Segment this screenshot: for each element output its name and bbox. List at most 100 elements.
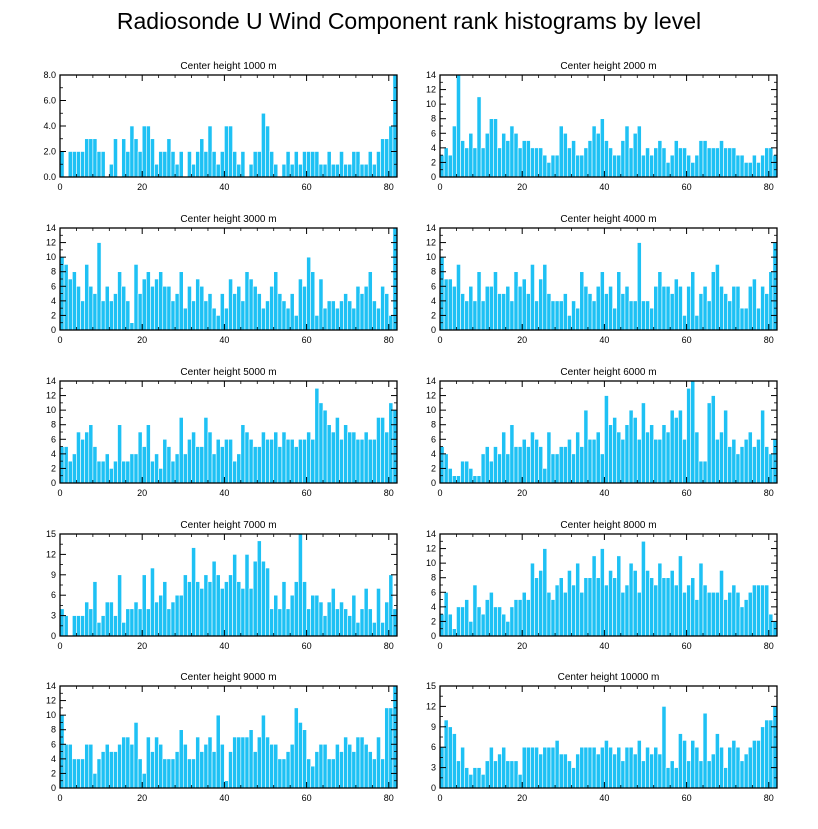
- y-tick-label: 2: [431, 463, 436, 473]
- histogram-bar: [330, 431, 336, 484]
- histogram-bar: [166, 446, 172, 484]
- histogram-bar: [318, 278, 324, 331]
- histogram-bar: [649, 753, 655, 789]
- y-tick-label: 0: [51, 478, 56, 488]
- histogram-bar: [146, 736, 151, 789]
- histogram-panel: Center height 8000 m 0 20 40 60 80 0 2 4 6 8 10 12 14: [426, 520, 778, 651]
- histogram-bar: [104, 743, 110, 789]
- histogram-bar: [599, 271, 605, 331]
- y-tick-label: 14: [46, 681, 56, 691]
- histogram-bar: [743, 753, 749, 789]
- histogram-bar: [698, 760, 704, 789]
- y-tick-label: 6: [431, 434, 436, 444]
- y-tick-label: 2: [431, 310, 436, 320]
- histogram-bar: [199, 751, 205, 789]
- histogram-bar: [665, 162, 671, 178]
- histogram-bar: [72, 758, 77, 789]
- histogram-bar: [367, 271, 373, 331]
- y-tick-label: 8: [51, 267, 56, 277]
- histogram-bar: [88, 743, 94, 789]
- histogram-bar: [480, 613, 486, 637]
- histogram-bar: [281, 758, 287, 789]
- histogram-bar: [335, 417, 340, 484]
- histogram-bar: [141, 574, 147, 637]
- histogram-bar: [298, 278, 303, 331]
- y-tick-label: 10: [46, 710, 56, 720]
- histogram-bar: [240, 736, 246, 789]
- histogram-bar: [137, 293, 143, 331]
- histogram-bar: [612, 307, 618, 331]
- x-tick-label: 60: [682, 182, 692, 192]
- histogram-bar: [293, 707, 299, 789]
- histogram-bar: [343, 736, 348, 789]
- histogram-bar: [273, 594, 279, 637]
- x-tick-label: 20: [517, 641, 527, 651]
- y-tick-label: 4: [431, 143, 436, 153]
- histogram-bar: [583, 147, 589, 178]
- histogram-bar: [628, 562, 634, 637]
- y-tick-label: 4: [431, 449, 436, 459]
- histogram-bar: [166, 608, 172, 637]
- histogram-bar: [322, 163, 328, 178]
- histogram-bar: [289, 594, 295, 637]
- histogram-bar: [240, 588, 246, 637]
- histogram-bar: [612, 154, 618, 178]
- histogram-bar: [764, 293, 770, 331]
- histogram-bar: [125, 460, 131, 484]
- histogram-bar: [489, 118, 494, 178]
- histogram-bar: [203, 300, 209, 331]
- histogram-bar: [756, 162, 761, 178]
- histogram-bar: [665, 767, 671, 789]
- histogram-bar: [460, 746, 465, 789]
- y-tick-label: 3: [431, 763, 436, 773]
- y-tick-label: 10: [426, 558, 436, 568]
- histogram-bar: [743, 599, 749, 637]
- histogram-bar: [571, 300, 576, 331]
- histogram-bar: [228, 574, 233, 637]
- histogram-bar: [489, 460, 494, 484]
- histogram-bar: [314, 387, 320, 484]
- y-tick-label: 4: [51, 754, 56, 764]
- histogram-bar: [678, 733, 683, 789]
- histogram-bar: [665, 431, 671, 484]
- histogram-panel: Center height 4000 m 0 20 40 60 80 0 2 4 6 8 10 12 14: [426, 214, 778, 345]
- panel-title: Center height 10000 m: [558, 672, 660, 683]
- y-tick-label: 12: [426, 701, 436, 711]
- histogram-bar: [154, 453, 159, 484]
- histogram-bar: [191, 163, 196, 178]
- histogram-bar: [199, 588, 205, 637]
- histogram-bar: [96, 758, 102, 789]
- x-tick-label: 0: [57, 488, 62, 498]
- histogram-bar: [248, 588, 254, 637]
- histogram-bar: [306, 608, 311, 637]
- y-tick-label: 2: [431, 157, 436, 167]
- histogram-bar: [322, 615, 328, 637]
- histogram-bar: [579, 591, 585, 637]
- histogram-panel: Center height 9000 m 0 20 40 60 80 0 2 4 6 8 10 12 14: [46, 672, 398, 803]
- histogram-bar: [355, 622, 361, 637]
- histogram-bar: [669, 293, 675, 331]
- histogram-bar: [203, 417, 209, 484]
- y-tick-label: 0: [431, 783, 436, 793]
- histogram-bar: [104, 601, 110, 637]
- histogram-bar: [698, 562, 704, 637]
- x-tick-label: 80: [384, 793, 394, 803]
- histogram-bar: [673, 278, 679, 331]
- histogram-bar: [195, 278, 201, 331]
- histogram-bar: [351, 151, 357, 178]
- histogram-bar: [489, 285, 494, 331]
- x-tick-label: 40: [599, 793, 609, 803]
- histogram-bar: [182, 574, 188, 637]
- histogram-bar: [443, 591, 449, 637]
- histogram-bar: [388, 574, 394, 637]
- histogram-bar: [571, 584, 576, 637]
- histogram-bar: [632, 300, 638, 331]
- histogram-bar: [764, 719, 770, 789]
- histogram-bar: [595, 753, 601, 789]
- histogram-bar: [314, 315, 320, 331]
- histogram-bar: [281, 581, 287, 637]
- x-tick-label: 20: [137, 488, 147, 498]
- histogram-bar: [211, 151, 217, 178]
- histogram-bar: [367, 151, 373, 178]
